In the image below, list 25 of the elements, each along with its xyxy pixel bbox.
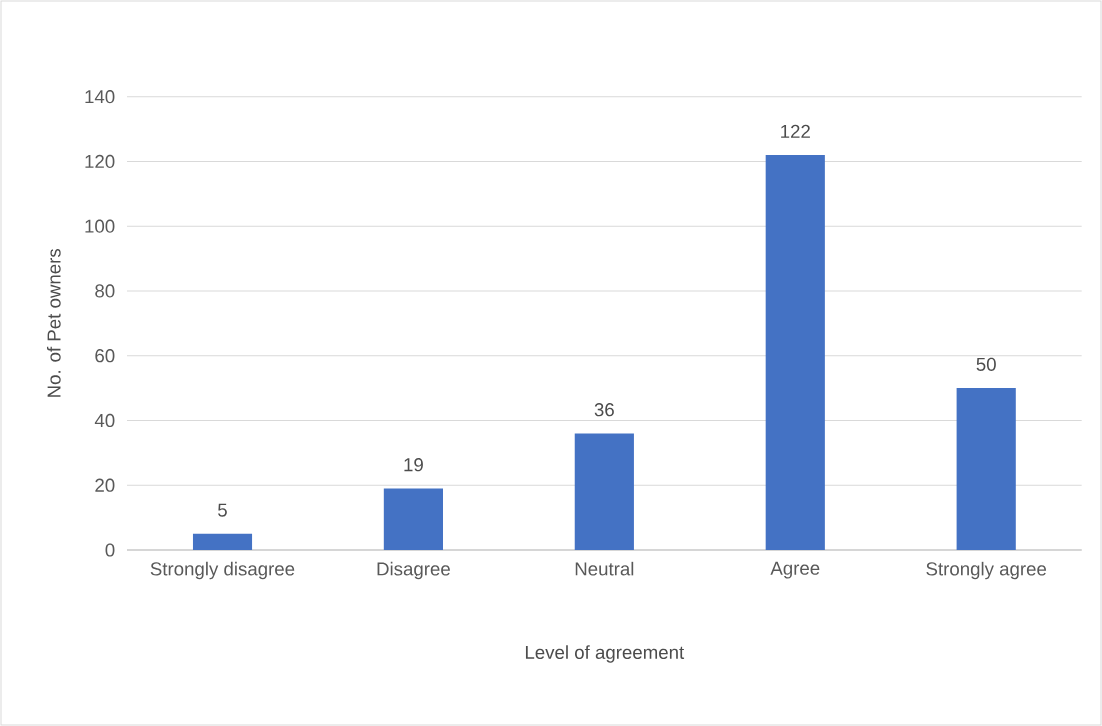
y-tick-label: 60 xyxy=(95,349,115,363)
y-tick-label: 20 xyxy=(95,478,115,492)
y-tick-label: 80 xyxy=(95,284,115,298)
y-tick-label: 0 xyxy=(105,543,115,557)
data-label: 36 xyxy=(594,403,614,417)
y-tick-label: 40 xyxy=(94,413,115,428)
data-label: 122 xyxy=(781,124,810,138)
y-tick-label: 140 xyxy=(85,90,115,104)
x-tick-label: Strongly disagree xyxy=(150,561,295,580)
data-label: 19 xyxy=(404,458,423,472)
y-tick-label: 120 xyxy=(85,154,115,169)
y-tick-label: 100 xyxy=(85,219,115,233)
x-tick-label: Strongly agree xyxy=(926,561,1047,580)
bar xyxy=(765,154,825,550)
x-tick-label: Agree xyxy=(770,561,820,579)
bar xyxy=(192,533,253,550)
x-axis-title: Level of agreement xyxy=(525,645,685,663)
bar xyxy=(956,388,1016,550)
bar xyxy=(574,433,634,550)
data-label: 50 xyxy=(976,357,996,371)
data-label: 5 xyxy=(218,503,227,517)
bar xyxy=(383,488,443,550)
x-tick-label: Neutral xyxy=(575,561,634,576)
y-axis-title: No. of Pet owners xyxy=(46,248,61,397)
x-tick-label: Disagree xyxy=(377,561,450,580)
